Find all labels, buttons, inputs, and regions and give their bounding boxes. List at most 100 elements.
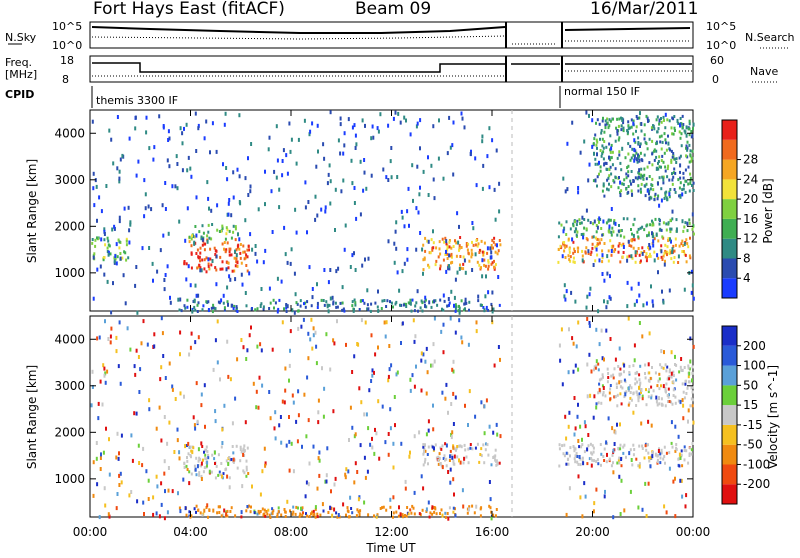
power-echo-cell xyxy=(675,161,678,164)
power-echo-cell xyxy=(656,253,659,258)
velocity-echo-cell xyxy=(381,506,384,510)
velocity-echo-cell xyxy=(591,458,594,462)
velocity-echo-cell xyxy=(250,505,252,509)
power-echo-cell xyxy=(672,132,675,136)
power-echo-cell xyxy=(681,250,684,253)
power-echo-cell xyxy=(468,300,471,304)
velocity-echo-cell xyxy=(625,390,628,394)
velocity-echo-cell xyxy=(623,443,626,447)
power-echo-cell xyxy=(657,194,660,198)
power-echo-cell xyxy=(153,145,156,150)
velocity-echo-cell xyxy=(288,415,290,419)
power-echo-cell xyxy=(651,223,654,227)
power-echo-cell xyxy=(210,263,213,267)
velocity-echo-cell xyxy=(155,474,158,479)
velocity-echo-cell xyxy=(589,442,592,446)
velocity-echo-cell xyxy=(217,505,220,509)
velocity-echo-cell xyxy=(206,464,208,468)
power-echo-cell xyxy=(578,218,581,222)
power-echo-cell xyxy=(273,169,276,174)
power-echo-cell xyxy=(327,309,330,314)
velocity-echo-cell xyxy=(116,431,119,436)
velocity-echo-cell xyxy=(272,509,275,513)
velocity-echo-cell xyxy=(687,364,690,368)
velocity-echo-cell xyxy=(226,474,229,479)
power-echo-cell xyxy=(600,154,603,158)
velocity-echo-cell xyxy=(577,462,580,466)
power-echo-cell xyxy=(648,231,650,235)
power-echo-cell xyxy=(686,148,689,152)
power-echo-cell xyxy=(666,167,669,171)
power-echo-cell xyxy=(354,146,357,150)
power-echo-cell xyxy=(191,309,194,314)
power-echo-cell xyxy=(649,254,652,258)
velocity-echo-cell xyxy=(679,365,682,369)
power-echo-cell xyxy=(596,175,599,179)
power-echo-cell xyxy=(208,267,211,271)
power-echo-cell xyxy=(630,244,633,248)
velocity-echo-cell xyxy=(263,512,266,516)
velocity-echo-cell xyxy=(574,447,577,451)
velocity-echo-cell xyxy=(255,405,258,410)
power-echo-cell xyxy=(591,246,594,250)
velocity-echo-cell xyxy=(645,388,647,392)
power-echo-cell xyxy=(342,151,345,156)
velocity-echo-cell xyxy=(588,352,591,357)
power-echo-cell xyxy=(584,251,587,255)
power-echo-cell xyxy=(656,141,658,145)
power-echo-cell xyxy=(637,136,640,140)
power-echo-cell xyxy=(417,210,420,215)
velocity-echo-cell xyxy=(660,451,663,455)
velocity-echo-cell xyxy=(205,448,208,452)
power-echo-cell xyxy=(561,254,564,259)
velocity-echo-cell xyxy=(559,358,562,363)
velocity-echo-cell xyxy=(409,377,412,382)
power-echo-cell xyxy=(637,227,640,231)
velocity-echo-cell xyxy=(246,505,249,508)
velocity-echo-cell xyxy=(687,419,689,424)
power-echo-cell xyxy=(480,266,482,270)
velocity-echo-cell xyxy=(654,371,657,375)
power-echo-cell xyxy=(585,305,588,310)
power-echo-cell xyxy=(610,146,613,151)
power-echo-cell xyxy=(616,156,619,160)
power-echo-cell xyxy=(481,274,484,279)
power-echo-cell xyxy=(238,247,241,251)
velocity-echo-cell xyxy=(614,430,617,435)
velocity-colorbar-segment xyxy=(722,405,737,425)
power-echo-cell xyxy=(247,244,250,248)
power-echo-cell xyxy=(577,190,580,195)
velocity-echo-cell xyxy=(671,445,674,449)
velocity-echo-cell xyxy=(373,370,375,375)
date-title: 16/Mar/2011 xyxy=(590,0,698,19)
power-echo-cell xyxy=(604,161,607,165)
power-echo-cell xyxy=(296,302,299,306)
power-echo-cell xyxy=(148,246,151,250)
power-echo-cell xyxy=(478,248,481,252)
power-echo-cell xyxy=(657,181,659,186)
velocity-echo-cell xyxy=(315,361,318,366)
power-echo-cell xyxy=(250,307,253,311)
power-echo-cell xyxy=(641,159,644,163)
velocity-echo-cell xyxy=(160,481,163,486)
power-echo-cell xyxy=(216,203,219,208)
power-echo-cell xyxy=(219,255,222,259)
power-echo-cell xyxy=(428,300,431,305)
velocity-echo-cell xyxy=(420,358,423,363)
velocity-echo-cell xyxy=(449,467,452,472)
velocity-echo-cell xyxy=(359,443,362,448)
velocity-echo-cell xyxy=(647,481,650,486)
velocity-echo-cell xyxy=(163,471,166,476)
velocity-echo-cell xyxy=(480,447,483,451)
power-echo-cell xyxy=(690,130,693,133)
velocity-echo-cell xyxy=(183,394,185,399)
velocity-echo-cell xyxy=(637,464,640,468)
velocity-echo-cell xyxy=(614,395,617,398)
power-echo-cell xyxy=(602,157,605,161)
velocity-echo-cell xyxy=(190,514,193,518)
power-echo-cell xyxy=(672,175,675,179)
velocity-echo-cell xyxy=(680,478,683,483)
power-echo-cell xyxy=(602,116,604,120)
power-echo-cell xyxy=(633,217,636,221)
power-echo-cell xyxy=(383,299,386,302)
